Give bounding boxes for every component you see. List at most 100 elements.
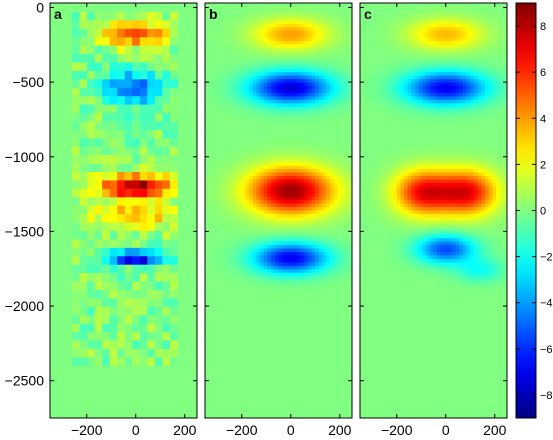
heatmap-cell: [293, 286, 298, 291]
heatmap-cell: [315, 47, 320, 52]
heatmap-cell: [407, 51, 412, 56]
heatmap-cell: [117, 332, 126, 341]
heatmap-cell: [378, 89, 383, 94]
heatmap-cell: [117, 37, 126, 47]
heatmap-cell: [263, 92, 268, 97]
heatmap-cell: [400, 155, 405, 160]
heatmap-cell: [344, 255, 349, 260]
heatmap-cell: [389, 203, 394, 208]
heatmap-cell: [162, 172, 171, 181]
heatmap-cell: [448, 155, 453, 160]
heatmap-cell: [241, 217, 246, 222]
heatmap-cell: [307, 58, 312, 63]
heatmap-cell: [426, 179, 431, 184]
heatmap-cell: [219, 72, 224, 77]
heatmap-cell: [385, 65, 390, 70]
heatmap-cell: [348, 262, 353, 267]
heatmap-cell: [94, 79, 103, 89]
heatmap-cell: [378, 65, 383, 70]
heatmap-cell: [326, 196, 331, 201]
heatmap-cell: [329, 200, 335, 204]
heatmap-cell: [274, 234, 279, 239]
heatmap-cell: [304, 203, 309, 208]
heatmap-cell: [289, 220, 294, 225]
heatmap-cell: [249, 258, 254, 263]
heatmap-cell: [271, 241, 276, 246]
heatmap-cell: [72, 256, 80, 266]
heatmap-cell: [260, 113, 265, 118]
heatmap-cell: [260, 34, 265, 38]
heatmap-cell: [285, 162, 290, 166]
heatmap-cell: [124, 79, 133, 89]
heatmap-cell: [154, 264, 163, 274]
heatmap-cell: [230, 72, 235, 77]
heatmap-cell: [451, 186, 456, 191]
heatmap-cell: [307, 234, 312, 239]
heatmap-cell: [315, 272, 320, 277]
heatmap-cell: [293, 217, 298, 222]
heatmap-cell: [154, 146, 163, 156]
heatmap-cell: [300, 113, 305, 118]
heatmap-cell: [300, 245, 305, 249]
heatmap-cell: [382, 169, 387, 173]
heatmap-cell: [282, 86, 287, 90]
heatmap-cell: [311, 141, 316, 146]
heatmap-cell: [238, 186, 243, 191]
heatmap-cell: [448, 196, 453, 201]
heatmap-cell: [274, 189, 279, 194]
heatmap-cell: [274, 151, 279, 156]
heatmap-cell: [318, 262, 324, 267]
heatmap-cell: [407, 99, 412, 104]
heatmap-cell: [426, 203, 431, 208]
heatmap-cell: [132, 28, 141, 38]
heatmap-cell: [315, 23, 320, 28]
heatmap-cell: [363, 103, 368, 108]
heatmap-cell: [329, 13, 335, 18]
heatmap-cell: [87, 273, 96, 282]
heatmap-cell: [147, 70, 156, 80]
heatmap-cell: [367, 213, 372, 218]
heatmap-cell: [311, 165, 316, 170]
heatmap-cell: [249, 182, 254, 187]
heatmap-cell: [437, 255, 442, 260]
heatmap-cell: [289, 44, 294, 49]
heatmap-cell: [132, 264, 141, 274]
heatmap-cell: [318, 16, 324, 21]
heatmap-cell: [429, 117, 434, 121]
heatmap-cell: [296, 79, 301, 83]
heatmap-cell: [344, 99, 349, 104]
heatmap-cell: [396, 27, 401, 32]
heatmap-cell: [374, 213, 379, 218]
heatmap-cell: [271, 207, 276, 211]
heatmap-cell: [256, 41, 261, 45]
heatmap-cell: [139, 62, 148, 72]
heatmap-cell: [393, 79, 398, 83]
heatmap-cell: [293, 6, 298, 11]
heatmap-cell: [385, 44, 390, 49]
heatmap-cell: [382, 220, 387, 225]
heatmap-cell: [223, 27, 228, 32]
heatmap-cell: [326, 23, 331, 28]
heatmap-cell: [241, 189, 246, 194]
heatmap-cell: [318, 196, 324, 201]
heatmap-cell: [344, 158, 349, 163]
heatmap-cell: [407, 238, 412, 243]
heatmap-cell: [329, 44, 335, 49]
heatmap-cell: [278, 169, 283, 173]
heatmap-cell: [407, 162, 412, 166]
heatmap-cell: [404, 44, 409, 49]
heatmap-cell: [132, 306, 141, 316]
heatmap-cell: [311, 86, 316, 90]
heatmap-cell: [396, 255, 401, 260]
heatmap-cell: [374, 172, 379, 177]
heatmap-cell: [278, 196, 283, 201]
heatmap-cell: [426, 120, 431, 125]
heatmap-cell: [267, 227, 272, 232]
heatmap-cell: [278, 265, 283, 270]
heatmap-cell: [234, 172, 239, 177]
heatmap-cell: [307, 34, 312, 38]
heatmap-cell: [282, 213, 287, 218]
heatmap-cell: [404, 16, 409, 21]
heatmap-cell: [285, 186, 290, 191]
heatmap-cell: [282, 172, 287, 177]
